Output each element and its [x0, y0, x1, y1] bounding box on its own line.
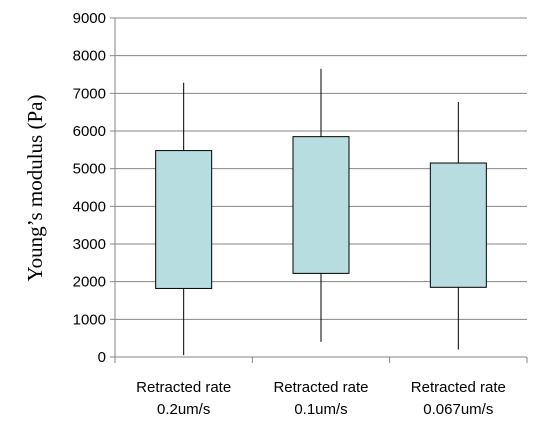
category-label-line2: 0.1um/s: [294, 401, 347, 418]
y-tick-label: 2000: [73, 274, 106, 291]
y-tick-label: 9000: [73, 10, 106, 27]
y-tick-label: 3000: [73, 236, 106, 253]
y-tick-label: 7000: [73, 85, 106, 102]
y-axis-label: Young’s modulus (Pa): [23, 95, 47, 282]
x-category-labels: Retracted rate 0.2um/s Retracted rate 0.1um…: [136, 379, 506, 418]
category-label-line1: Retracted rate: [136, 379, 231, 396]
y-tick-label: 5000: [73, 161, 106, 178]
category-label-line2: 0.2um/s: [157, 401, 210, 418]
y-tick-label: 6000: [73, 123, 106, 140]
category-label-line1: Retracted rate: [411, 379, 506, 396]
y-tick-label: 8000: [73, 48, 106, 65]
box-3: [429, 162, 487, 288]
axes: [110, 17, 528, 363]
category-label-line1: Retracted rate: [273, 379, 368, 396]
boxes: [155, 68, 487, 356]
box-1: [155, 150, 213, 289]
y-tick-label: 1000: [73, 311, 106, 328]
category-label-line2: 0.067um/s: [423, 401, 493, 418]
y-tick-label: 4000: [73, 198, 106, 215]
y-tick-label: 0: [98, 349, 106, 366]
y-tick-labels: 0 1000 2000 3000 4000 5000 6000 7000 8000 9000: [73, 10, 106, 366]
box-2: [292, 136, 350, 274]
